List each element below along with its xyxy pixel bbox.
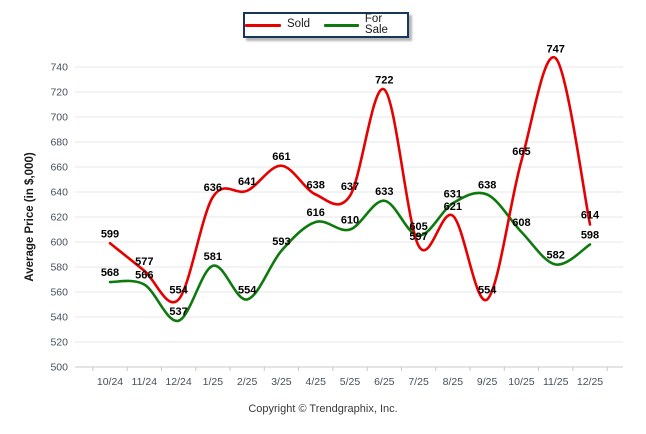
for-sale-data-label: 633 — [375, 186, 393, 198]
y-axis-label: 560 — [50, 287, 68, 299]
x-axis-label: 10/24 — [97, 376, 123, 388]
y-axis-label: 640 — [50, 187, 68, 199]
y-axis-label: 740 — [50, 62, 68, 74]
for-sale-data-label: 537 — [169, 306, 187, 318]
y-axis-title: Average Price (in $,000) — [24, 152, 36, 282]
sold-data-label: 597 — [409, 231, 427, 243]
legend: Sold For Sale — [243, 12, 409, 38]
x-axis-label: 5/25 — [340, 376, 361, 388]
sold-data-label: 638 — [307, 180, 325, 192]
y-axis-labels: 740 720 700 680 660 640 620 600 580 560 540 520 500 — [50, 62, 68, 374]
y-axis-label: 540 — [50, 312, 68, 324]
x-axis-labels: 10/24 11/24 12/24 1/25 2/25 3/25 4/25 5/25 6/25 7… — [97, 376, 603, 388]
sold-data-label: 614 — [581, 210, 600, 222]
sold-data-label: 637 — [341, 181, 359, 193]
sold-data-label: 554 — [478, 285, 497, 297]
x-axis-label: 12/24 — [165, 376, 191, 388]
x-axis-label: 9/25 — [477, 376, 498, 388]
x-axis-label: 11/24 — [132, 376, 158, 388]
y-axis-label: 700 — [50, 112, 68, 124]
data-labels: 599 577 554 636 641 661 638 637 722 597 621 554 665 7… — [101, 43, 600, 318]
sold-data-label: 661 — [272, 151, 290, 163]
x-axis-label: 10/25 — [508, 376, 534, 388]
legend-label-sold: Sold — [287, 18, 311, 31]
copyright-text: Copyright © Trendgraphix, Inc. — [248, 403, 398, 415]
x-axis-label: 4/25 — [305, 376, 326, 388]
sold-data-label: 554 — [169, 285, 188, 297]
x-axis-label: 3/25 — [271, 376, 292, 388]
for-sale-line-swatch — [324, 23, 359, 27]
legend-item-for-sale: For Sale — [324, 12, 407, 37]
y-axis-label: 660 — [50, 162, 68, 174]
x-axis-ticks — [92, 367, 608, 371]
sold-line-swatch — [245, 23, 281, 27]
for-sale-data-label: 568 — [101, 267, 119, 279]
sold-data-label: 641 — [238, 176, 256, 188]
sold-data-label: 665 — [512, 146, 530, 158]
sold-data-label: 621 — [444, 201, 462, 213]
sold-series-line — [108, 55, 592, 304]
for-sale-data-label: 598 — [581, 230, 599, 242]
x-axis-label: 12/25 — [577, 376, 603, 388]
y-axis-label: 600 — [50, 237, 68, 249]
x-axis-label: 2/25 — [237, 376, 258, 388]
for-sale-data-label: 566 — [135, 270, 153, 282]
legend-item-sold: Sold — [245, 19, 310, 31]
x-axis-label: 7/25 — [408, 376, 429, 388]
for-sale-data-label: 554 — [238, 285, 257, 297]
x-axis-label: 1/25 — [203, 376, 224, 388]
y-axis-label: 620 — [50, 212, 68, 224]
for-sale-series-line — [108, 191, 592, 323]
x-axis-label: 11/25 — [543, 376, 569, 388]
for-sale-data-label: 631 — [444, 188, 462, 200]
sold-data-label: 747 — [547, 43, 565, 55]
for-sale-data-label: 581 — [204, 251, 222, 263]
for-sale-data-label: 610 — [341, 215, 359, 227]
y-axis-label: 720 — [50, 87, 68, 99]
for-sale-data-label: 608 — [512, 217, 530, 229]
for-sale-data-label: 605 — [409, 221, 427, 233]
for-sale-data-label: 582 — [547, 250, 565, 262]
x-axis-label: 6/25 — [374, 376, 395, 388]
for-sale-data-label: 616 — [307, 207, 325, 219]
x-axis-label: 8/25 — [443, 376, 464, 388]
for-sale-data-label: 593 — [272, 236, 290, 248]
gridlines — [75, 66, 623, 343]
sold-data-label: 577 — [135, 256, 153, 268]
sold-data-label: 722 — [375, 75, 393, 87]
for-sale-data-label: 638 — [478, 180, 496, 192]
y-axis-label: 680 — [50, 137, 68, 149]
y-axis-label: 500 — [50, 362, 68, 374]
y-axis-label: 520 — [50, 337, 68, 349]
sold-data-label: 636 — [204, 182, 222, 194]
sold-data-label: 599 — [101, 228, 119, 240]
y-axis-label: 580 — [50, 262, 68, 274]
legend-label-for-sale: For Sale — [364, 12, 388, 36]
